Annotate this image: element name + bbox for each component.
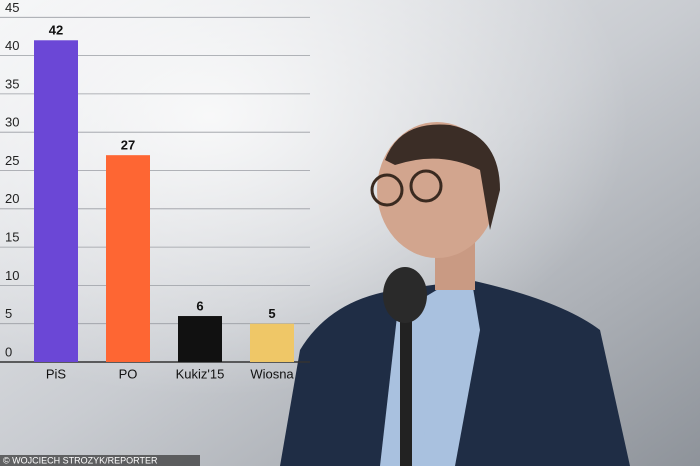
photo-credit: © WOJCIECH STROZYK/REPORTER	[3, 455, 158, 465]
x-tick-label: PO	[119, 366, 138, 381]
y-tick-label: 25	[5, 153, 19, 168]
value-label: 42	[49, 23, 63, 38]
y-tick-label: 35	[5, 76, 19, 91]
x-tick-label: PiS	[46, 366, 67, 381]
value-label: 27	[121, 138, 135, 153]
bar	[178, 316, 222, 362]
y-tick-label: 20	[5, 191, 19, 206]
value-label: 6	[196, 298, 203, 313]
y-tick-label: 45	[5, 0, 19, 15]
x-tick-label: Kukiz'15	[176, 366, 225, 381]
y-tick-label: 15	[5, 230, 19, 245]
bar	[106, 155, 150, 362]
credit-bg	[0, 455, 200, 466]
value-label: 5	[268, 306, 275, 321]
y-tick-label: 10	[5, 268, 19, 283]
bar	[250, 323, 294, 362]
x-tick-label: Wiosna	[250, 366, 294, 381]
y-tick-label: 5	[5, 306, 12, 321]
y-tick-label: 0	[5, 344, 12, 359]
bar	[34, 40, 78, 362]
y-tick-label: 30	[5, 115, 19, 130]
y-tick-label: 40	[5, 38, 19, 53]
